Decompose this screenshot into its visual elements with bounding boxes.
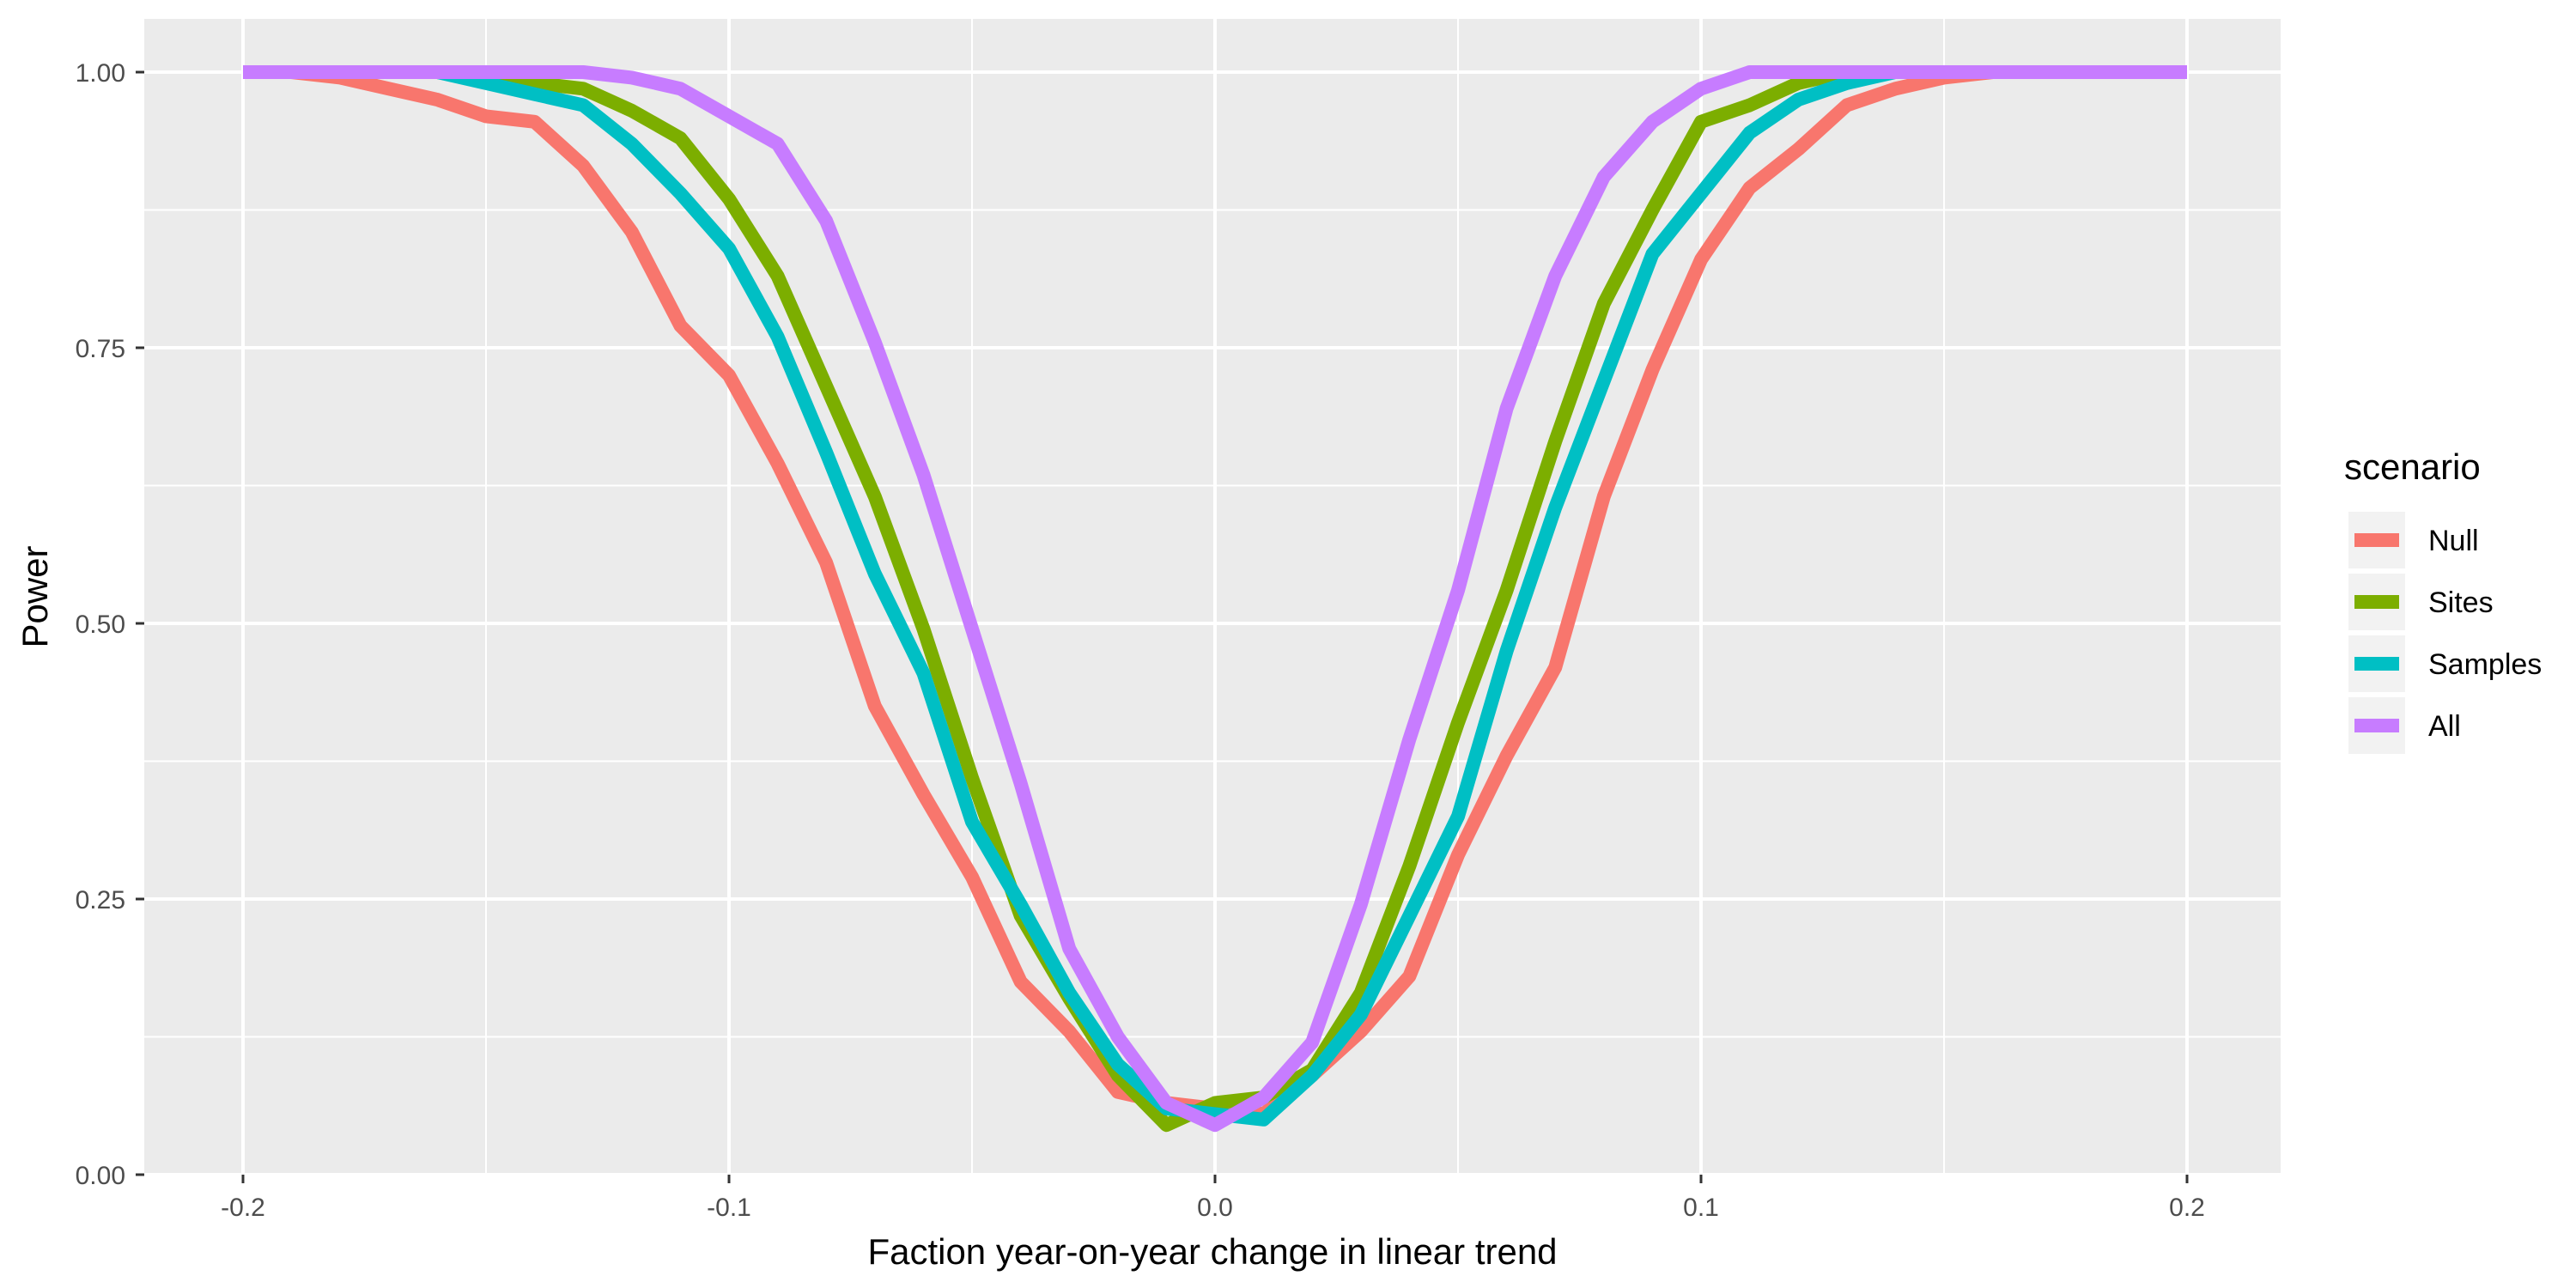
y-tick-label: 0.50 [76,611,125,639]
y-axis: 0.00 0.25 0.50 0.75 1.00 [76,59,144,1190]
series-line-samples [243,65,2187,1127]
y-tick-label: 1.00 [76,59,125,88]
legend-label-sites: Sites [2428,586,2494,619]
legend-label-samples: Samples [2428,648,2542,681]
x-tick-label: -0.1 [707,1194,751,1222]
y-tick-label: 0.00 [76,1162,125,1190]
grid-major [144,19,2281,1176]
y-tick-label: 0.75 [76,335,125,363]
y-tick-label: 0.25 [76,886,125,914]
x-tick-label: 0.1 [1683,1194,1719,1222]
legend-label-null: Null [2428,525,2479,557]
panel-background [144,19,2281,1175]
legend-items: Null Sites Samples All [2348,512,2542,754]
x-axis: -0.2 -0.1 0.0 0.1 0.2 [221,1175,2205,1222]
legend-label-all: All [2428,710,2461,743]
x-tick-label: -0.2 [221,1194,265,1222]
legend: scenario Null Sites Samples All [2344,447,2542,754]
series-line-all [243,65,2187,1133]
x-tick-label: 0.2 [2169,1194,2205,1222]
x-tick-label: 0.0 [1197,1194,1233,1222]
series-lines [243,65,2187,1133]
legend-title: scenario [2344,447,2481,487]
grid-minor [144,19,2281,1175]
y-axis-title: Power [15,545,55,647]
x-axis-title: Faction year-on-year change in linear tr… [867,1231,1557,1272]
